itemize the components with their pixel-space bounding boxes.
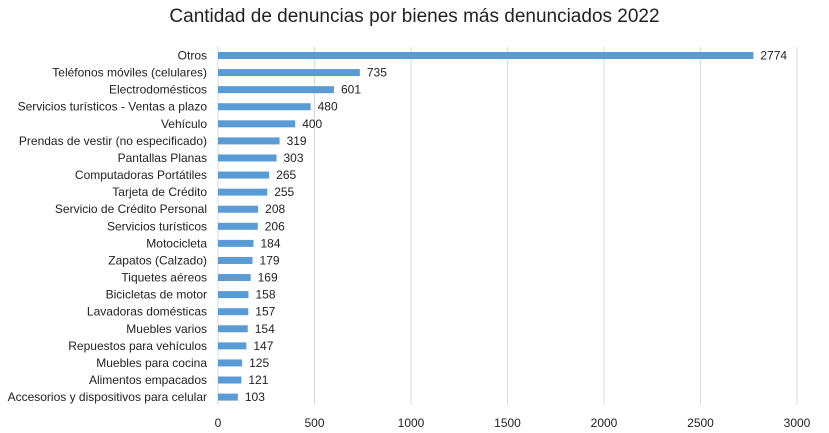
category-label: Accesorios y dispositivos para celular (8, 390, 207, 404)
gridlines (217, 47, 798, 405)
bar (218, 256, 253, 264)
bar (218, 291, 249, 299)
category-label: Servicios turísticos - Ventas a plazo (18, 100, 208, 114)
value-label: 125 (249, 356, 269, 370)
value-label: 208 (265, 202, 285, 216)
value-label: 255 (274, 185, 294, 199)
bar (218, 222, 258, 230)
x-axis-ticks: 0 500 1000 1500 2000 2500 3000 (215, 416, 811, 430)
value-label: 319 (287, 134, 307, 148)
bar (218, 120, 296, 128)
category-label: Electrodomésticos (109, 83, 207, 97)
value-label: 265 (276, 168, 296, 182)
category-label: Muebles para cocina (96, 356, 207, 370)
bar (218, 359, 243, 367)
bar (218, 308, 249, 316)
bar (218, 137, 280, 145)
x-tick-label: 1500 (494, 416, 521, 430)
value-label: 147 (253, 339, 273, 353)
value-label: 303 (283, 151, 303, 165)
value-label: 121 (248, 373, 268, 387)
category-label: Repuestos para vehículos (68, 339, 207, 353)
bar (218, 103, 311, 111)
category-label: Vehículo (161, 117, 207, 131)
category-label: Bicicletas de motor (106, 288, 207, 302)
bar (218, 325, 248, 333)
category-label: Tarjeta de Crédito (112, 185, 207, 199)
value-label: 480 (318, 100, 338, 114)
value-label: 735 (367, 66, 387, 80)
value-label: 179 (260, 253, 280, 267)
category-label: Servicios turísticos (107, 219, 207, 233)
x-tick-label: 2000 (591, 416, 618, 430)
bar (218, 376, 242, 384)
category-label: Prendas de vestir (no especificado) (19, 134, 207, 148)
category-label: Computadoras Portátiles (75, 168, 207, 182)
value-label: 154 (255, 322, 275, 336)
category-label: Teléfonos móviles (celulares) (52, 66, 207, 80)
bar (218, 342, 247, 350)
value-label: 169 (258, 271, 278, 285)
value-label: 2774 (760, 49, 787, 63)
category-label: Servicio de Crédito Personal (55, 202, 207, 216)
x-tick-label: 500 (304, 416, 324, 430)
category-label: Muebles varios (126, 322, 207, 336)
category-label: Lavadoras domésticas (87, 305, 207, 319)
bar (218, 205, 259, 213)
category-label: Alimentos empacados (89, 373, 207, 387)
bar (218, 274, 251, 282)
category-label: Tiquetes aéreos (121, 271, 207, 285)
value-label: 206 (265, 219, 285, 233)
x-tick-label: 1000 (398, 416, 425, 430)
bar (218, 154, 277, 162)
category-label: Pantallas Planas (118, 151, 207, 165)
bar (218, 171, 270, 179)
value-label: 157 (255, 305, 275, 319)
bars (218, 52, 754, 401)
category-label: Otros (178, 49, 207, 63)
x-tick-label: 0 (215, 416, 222, 430)
category-label: Motocicleta (146, 236, 207, 250)
value-label: 158 (255, 288, 275, 302)
value-label: 601 (341, 83, 361, 97)
value-label: 103 (245, 390, 265, 404)
category-labels: Otros Teléfonos móviles (celulares) Electr… (8, 49, 208, 405)
bar (218, 52, 754, 59)
bar (218, 188, 268, 196)
value-label: 400 (302, 117, 322, 131)
value-label: 184 (261, 236, 281, 250)
category-label: Zapatos (Calzado) (108, 253, 207, 267)
chart-title: Cantidad de denuncias por bienes más den… (169, 6, 660, 27)
bar (218, 393, 238, 401)
x-tick-label: 2500 (687, 416, 714, 430)
bar (218, 239, 254, 247)
bar (218, 69, 360, 77)
bar (218, 86, 334, 94)
x-tick-label: 3000 (784, 416, 811, 430)
